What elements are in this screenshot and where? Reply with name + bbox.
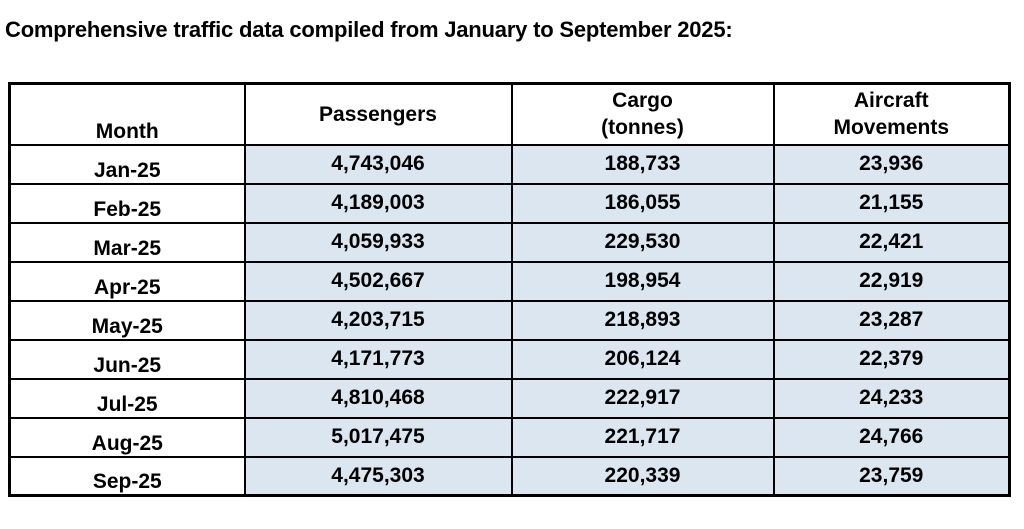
column-header-passengers: Passengers xyxy=(243,82,513,146)
value-cell: 206,124 xyxy=(510,338,775,380)
column-header-cargo: Cargo (tonnes) xyxy=(510,82,775,146)
value-cell: 22,421 xyxy=(772,221,1011,263)
month-cell: Jan-25 xyxy=(8,143,246,185)
table-row: Sep-25 4,475,303 220,339 23,759 xyxy=(8,455,1011,497)
value-cell: 4,475,303 xyxy=(243,455,513,497)
value-cell: 21,155 xyxy=(772,182,1011,224)
month-cell: Apr-25 xyxy=(8,260,246,302)
value-cell: 23,936 xyxy=(772,143,1011,185)
value-cell: 4,203,715 xyxy=(243,299,513,341)
month-cell: Sep-25 xyxy=(8,455,246,497)
header-row: Month Passengers Cargo (tonnes) Aircraft… xyxy=(8,82,1011,146)
value-cell: 4,189,003 xyxy=(243,182,513,224)
column-header-cargo-label: Cargo (tonnes) xyxy=(601,88,684,140)
value-cell: 198,954 xyxy=(510,260,775,302)
value-cell: 5,017,475 xyxy=(243,416,513,458)
column-header-aircraft-movements-label: Aircraft Movements xyxy=(833,88,950,140)
table-row: Aug-25 5,017,475 221,717 24,766 xyxy=(8,416,1011,458)
value-cell: 4,059,933 xyxy=(243,221,513,263)
value-cell: 4,171,773 xyxy=(243,338,513,380)
value-cell: 24,766 xyxy=(772,416,1011,458)
table-row: Feb-25 4,189,003 186,055 21,155 xyxy=(8,182,1011,224)
value-cell: 22,379 xyxy=(772,338,1011,380)
value-cell: 186,055 xyxy=(510,182,775,224)
value-cell: 229,530 xyxy=(510,221,775,263)
page-title: Comprehensive traffic data compiled from… xyxy=(5,17,733,42)
month-cell: Jul-25 xyxy=(8,377,246,419)
value-cell: 220,339 xyxy=(510,455,775,497)
table-row: Mar-25 4,059,933 229,530 22,421 xyxy=(8,221,1011,263)
month-cell: Aug-25 xyxy=(8,416,246,458)
month-cell: Mar-25 xyxy=(8,221,246,263)
value-cell: 22,919 xyxy=(772,260,1011,302)
column-header-month-label: Month xyxy=(95,119,159,143)
value-cell: 4,743,046 xyxy=(243,143,513,185)
table-row: Apr-25 4,502,667 198,954 22,919 xyxy=(8,260,1011,302)
column-header-passengers-label: Passengers xyxy=(319,102,437,126)
month-cell: May-25 xyxy=(8,299,246,341)
value-cell: 188,733 xyxy=(510,143,775,185)
table-row: May-25 4,203,715 218,893 23,287 xyxy=(8,299,1011,341)
value-cell: 222,917 xyxy=(510,377,775,419)
column-header-month: Month xyxy=(8,82,246,146)
table-row: Jul-25 4,810,468 222,917 24,233 xyxy=(8,377,1011,419)
value-cell: 23,287 xyxy=(772,299,1011,341)
value-cell: 24,233 xyxy=(772,377,1011,419)
table-row: Jun-25 4,171,773 206,124 22,379 xyxy=(8,338,1011,380)
column-header-aircraft-movements: Aircraft Movements xyxy=(772,82,1011,146)
value-cell: 221,717 xyxy=(510,416,775,458)
table-row: Jan-25 4,743,046 188,733 23,936 xyxy=(8,143,1011,185)
value-cell: 4,810,468 xyxy=(243,377,513,419)
value-cell: 218,893 xyxy=(510,299,775,341)
value-cell: 23,759 xyxy=(772,455,1011,497)
month-cell: Feb-25 xyxy=(8,182,246,224)
value-cell: 4,502,667 xyxy=(243,260,513,302)
traffic-data-table: Month Passengers Cargo (tonnes) Aircraft… xyxy=(8,82,1011,497)
month-cell: Jun-25 xyxy=(8,338,246,380)
